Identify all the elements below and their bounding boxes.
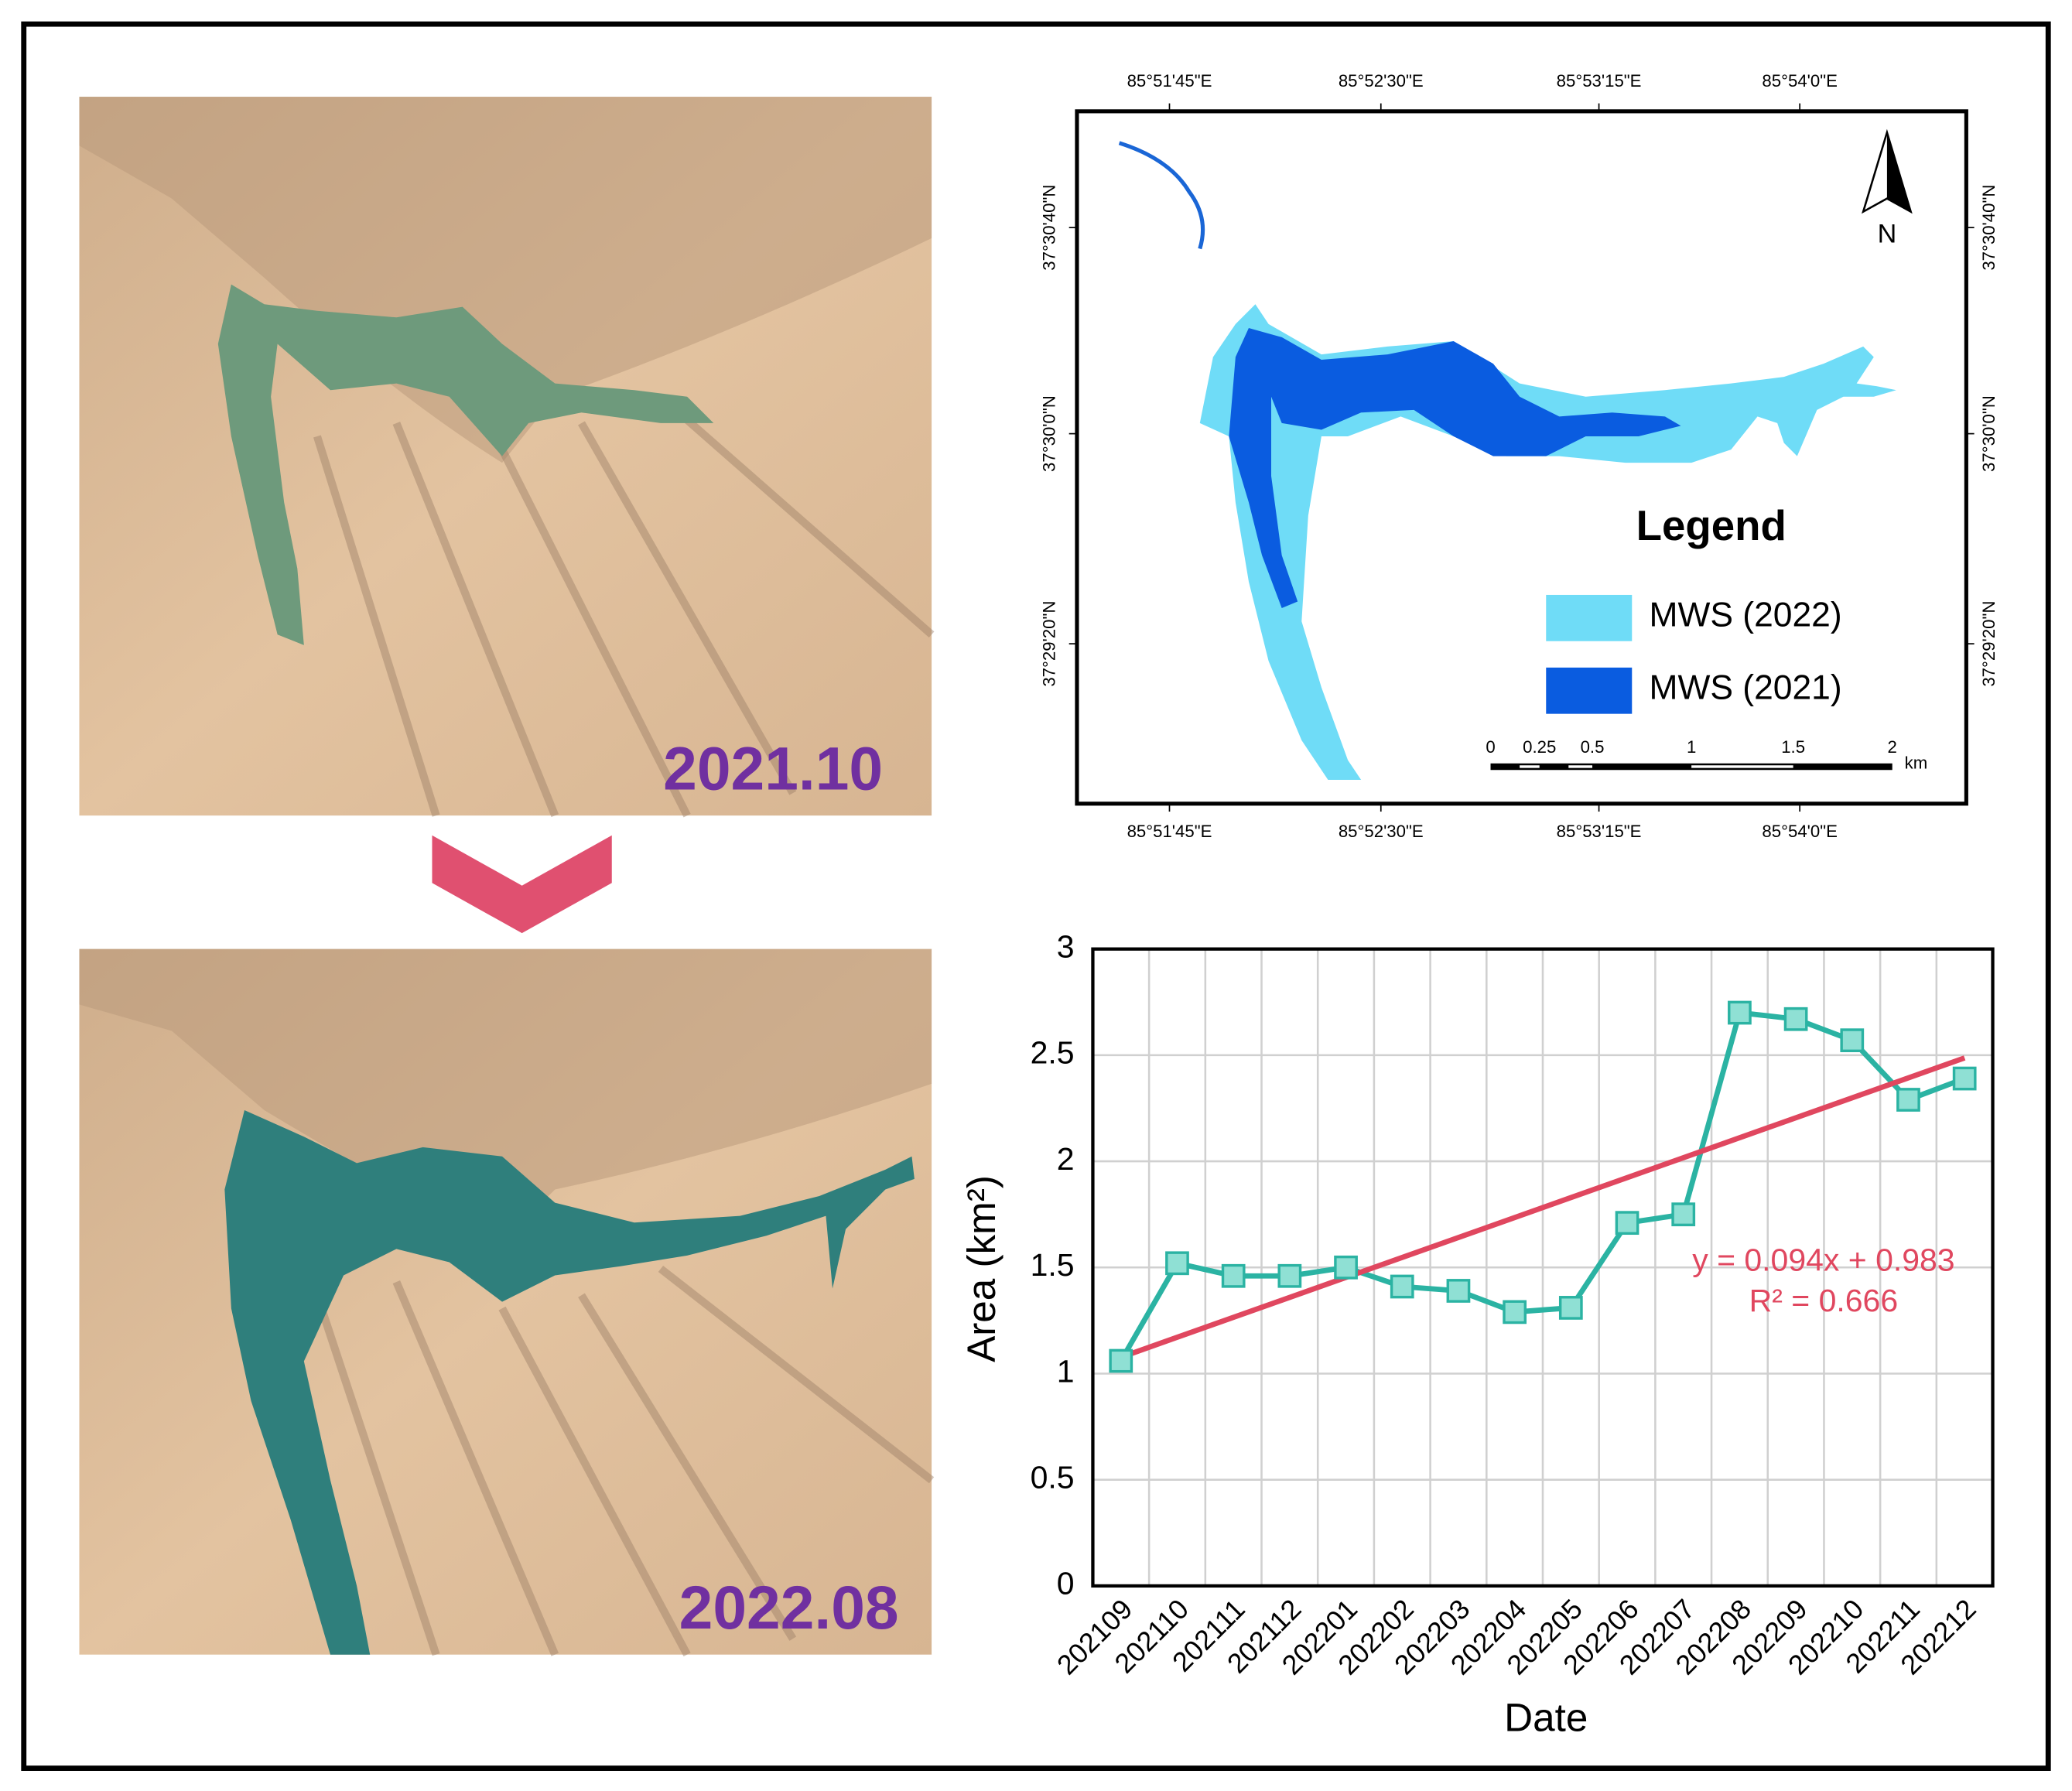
- data-line: [1118, 1010, 1966, 1362]
- marker: [1165, 1251, 1189, 1276]
- marker: [1334, 1255, 1358, 1280]
- marker: [1840, 1028, 1865, 1053]
- scale-label: 0: [1486, 737, 1495, 757]
- marker: [1503, 1300, 1527, 1324]
- marker: [1671, 1202, 1696, 1227]
- scale-label: 1: [1687, 737, 1696, 757]
- x-axis-title: Date: [1504, 1696, 1588, 1740]
- arrow: [432, 835, 612, 934]
- marker: [1390, 1274, 1414, 1299]
- map-coordinate-label: 85°51'45"E: [1127, 822, 1212, 841]
- map-frame: [1075, 109, 1968, 806]
- map-coordinate-label: 85°53'15"E: [1557, 822, 1642, 841]
- scale-label: 1.5: [1781, 737, 1805, 757]
- y-tick-label: 0: [1057, 1566, 1075, 1601]
- water-2021: [1229, 327, 1681, 609]
- map-coordinate-label: 37°29'20"N: [1979, 601, 1998, 687]
- y-tick-label: 2: [1057, 1141, 1075, 1177]
- marker: [1446, 1279, 1471, 1303]
- marker: [1728, 1000, 1752, 1025]
- marker: [1896, 1088, 1920, 1112]
- satellite-image: 2021.10: [79, 97, 935, 818]
- marker: [1952, 1066, 1977, 1091]
- map-coordinate-label: 37°30'40"N: [1040, 185, 1059, 271]
- scale-label: 0.25: [1523, 737, 1556, 757]
- y-tick-label: 3: [1057, 928, 1075, 964]
- marker: [1221, 1263, 1246, 1288]
- map-coordinate-label: 37°30'0"N: [1040, 395, 1059, 472]
- marker: [1109, 1348, 1133, 1373]
- scale-unit: km: [1905, 753, 1928, 772]
- trend-line: [1120, 1055, 1966, 1360]
- plot-border: [1091, 947, 1995, 1588]
- y-axis-title: Area (km²): [959, 1175, 1004, 1362]
- north-label: N: [1878, 219, 1897, 248]
- legend-swatch: [1546, 667, 1633, 714]
- y-tick-label: 0.5: [1031, 1460, 1075, 1495]
- map-coordinate-label: 85°54'0"E: [1762, 71, 1837, 91]
- map-coordinate-label: 85°51'45"E: [1127, 71, 1212, 91]
- map-coordinate-label: 85°53'15"E: [1557, 71, 1642, 91]
- marker: [1558, 1296, 1583, 1320]
- legend-swatch: [1546, 594, 1633, 641]
- scale-label: 2: [1888, 737, 1897, 757]
- map-coordinate-label: 37°30'0"N: [1979, 395, 1998, 472]
- trend-annotation: R² = 0.666: [1749, 1283, 1898, 1318]
- image-date-label: 2022.08: [679, 1574, 899, 1642]
- legend-label: MWS (2022): [1649, 596, 1841, 634]
- map-coordinate-label: 85°54'0"E: [1762, 822, 1837, 841]
- map-coordinate-label: 37°29'20"N: [1040, 601, 1059, 687]
- y-tick-label: 1: [1057, 1353, 1075, 1389]
- marker: [1615, 1211, 1639, 1236]
- legend-title: Legend: [1636, 502, 1787, 549]
- marker: [1277, 1263, 1302, 1288]
- y-tick-label: 1.5: [1031, 1247, 1075, 1283]
- map-coordinate-label: 85°52'30"E: [1339, 71, 1424, 91]
- map: N Legend km 85°51'45"E 85°52'30"E 85°53'15…: [1040, 71, 1998, 841]
- y-tick-label: 2.5: [1031, 1035, 1075, 1071]
- scale-label: 0.5: [1581, 737, 1605, 757]
- map-coordinate-label: 37°30'40"N: [1979, 185, 1998, 271]
- image-date-label: 2021.10: [663, 734, 883, 802]
- river: [1118, 141, 1205, 250]
- trend-annotation: y = 0.094x + 0.983: [1692, 1242, 1954, 1277]
- satellite-image: 2022.08: [79, 948, 935, 1657]
- map-coordinate-label: 85°52'30"E: [1339, 822, 1424, 841]
- water-2022: [1199, 304, 1896, 781]
- legend-label: MWS (2021): [1649, 669, 1841, 707]
- marker: [1783, 1007, 1808, 1031]
